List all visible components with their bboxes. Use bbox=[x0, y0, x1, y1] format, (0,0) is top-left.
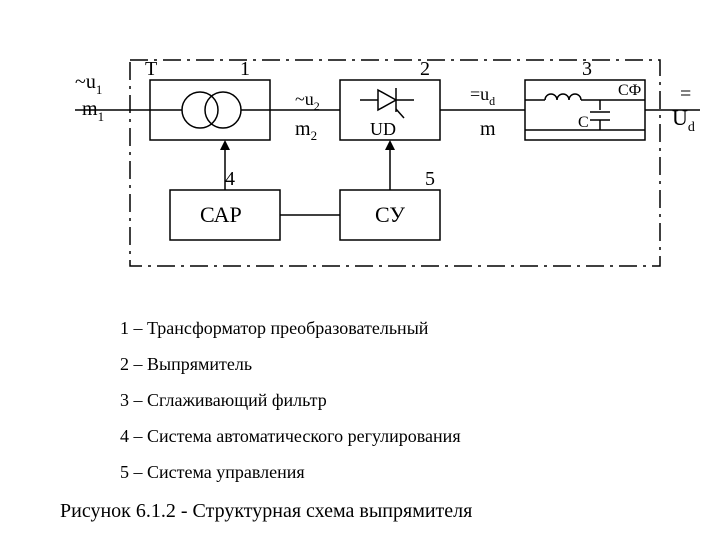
legend-item-5: 5 – Система управления bbox=[120, 454, 461, 490]
label-sar: САР bbox=[200, 202, 242, 227]
label-m2: m2 bbox=[295, 118, 317, 143]
label-T: T bbox=[145, 58, 157, 80]
transformer-circle-left bbox=[182, 92, 218, 128]
label-su: СУ bbox=[375, 202, 405, 227]
label-tilde-u1: ~u1 bbox=[75, 71, 102, 97]
label-sf: СФ bbox=[618, 82, 641, 99]
label-eq-ud-big-eq: = bbox=[680, 83, 691, 105]
legend-item-4: 4 – Система автоматического регулировани… bbox=[120, 418, 461, 454]
label-eq-ud-small: =ud bbox=[470, 84, 495, 108]
number-2: 2 bbox=[420, 58, 430, 80]
legend-item-1: 1 – Трансформатор преобразовательный bbox=[120, 310, 461, 346]
figure-caption: Рисунок 6.1.2 - Структурная схема выпрям… bbox=[60, 500, 472, 523]
label-c: С bbox=[578, 114, 589, 131]
label-m: m bbox=[480, 118, 496, 140]
number-4: 4 bbox=[225, 168, 235, 190]
legend: 1 – Трансформатор преобразовательный 2 –… bbox=[120, 310, 461, 490]
number-5: 5 bbox=[425, 168, 435, 190]
number-1: 1 bbox=[240, 58, 250, 80]
thyristor-icon bbox=[360, 88, 414, 118]
number-3: 3 bbox=[582, 58, 592, 80]
legend-item-2: 2 – Выпрямитель bbox=[120, 346, 461, 382]
label-m1: m1 bbox=[82, 98, 104, 124]
arrow-5-2-head bbox=[385, 140, 395, 150]
outer-box bbox=[130, 60, 660, 266]
transformer-circle-right bbox=[205, 92, 241, 128]
label-UD: UD bbox=[370, 119, 396, 139]
legend-item-3: 3 – Сглаживающий фильтр bbox=[120, 382, 461, 418]
arrow-4-1-head bbox=[220, 140, 230, 150]
